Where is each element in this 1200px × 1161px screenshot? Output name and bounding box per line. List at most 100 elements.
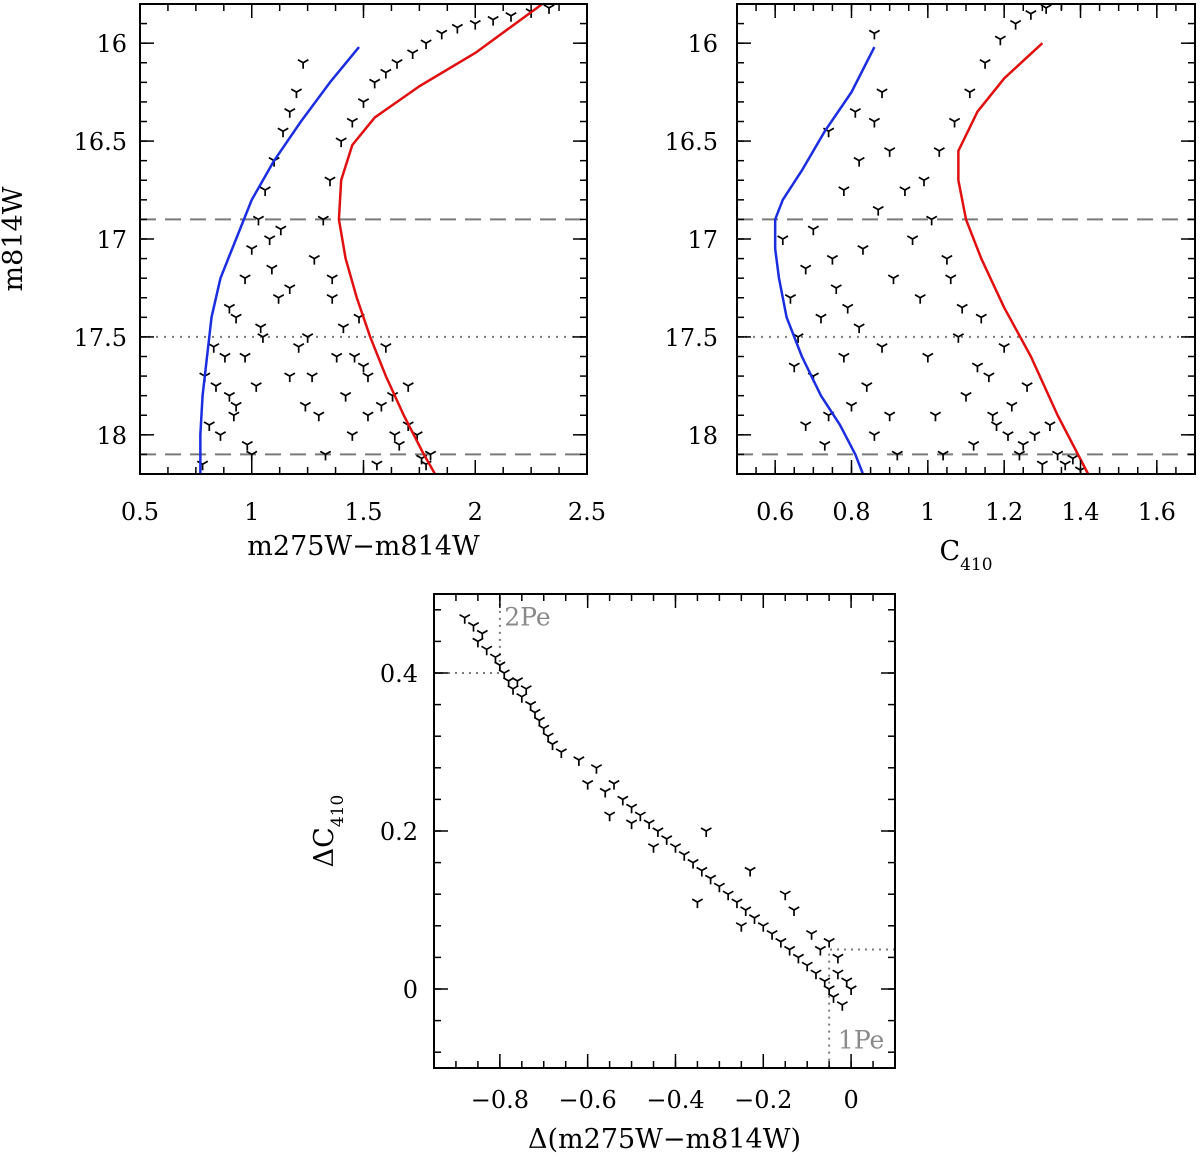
data-point xyxy=(696,866,708,877)
data-point xyxy=(275,225,287,236)
y-tick-label: 17.5 xyxy=(665,324,718,352)
panel-right-c410: 0.6 0.8 1 1.2 1.4 1.6 16 16.5 17 17.5 18 C410 xyxy=(665,3,1196,575)
data-point xyxy=(922,352,934,363)
data-point xyxy=(590,764,603,774)
data-point xyxy=(643,819,655,830)
data-point xyxy=(337,323,350,334)
data-point xyxy=(481,645,493,656)
x-tick-label: 0 xyxy=(843,1086,858,1114)
data-point xyxy=(257,333,269,343)
y-tick-label: 0.4 xyxy=(380,660,418,688)
data-point xyxy=(691,898,704,909)
x-axis-label-subscript: 410 xyxy=(960,555,992,575)
data-point xyxy=(284,284,296,294)
data-point xyxy=(255,323,267,334)
data-point xyxy=(788,362,800,373)
y-tick-label: 16 xyxy=(687,30,718,58)
data-point xyxy=(853,323,865,334)
data-point xyxy=(505,12,517,22)
data-point xyxy=(1009,19,1022,30)
data-point xyxy=(933,147,945,157)
data-point xyxy=(239,352,251,363)
data-point xyxy=(284,107,296,118)
data-point xyxy=(290,88,303,99)
x-tick-label: −0.2 xyxy=(734,1086,792,1114)
data-point xyxy=(849,107,861,118)
data-point xyxy=(239,274,251,285)
data-point xyxy=(324,176,336,187)
data-point xyxy=(838,352,850,363)
data-point xyxy=(872,205,884,216)
data-point xyxy=(766,929,778,940)
data-point xyxy=(284,372,296,383)
fiducial-line-blue xyxy=(199,46,360,474)
data-point xyxy=(842,303,854,314)
data-point xyxy=(319,450,332,461)
data-point xyxy=(634,811,646,822)
data-point xyxy=(868,29,881,40)
data-point xyxy=(994,35,1006,46)
data-point xyxy=(357,98,370,108)
y-tick-label: 0.2 xyxy=(380,818,418,846)
data-point xyxy=(246,450,258,461)
data-point xyxy=(520,685,532,695)
data-point xyxy=(722,890,734,901)
x-tick-label: −0.8 xyxy=(471,1086,529,1114)
y-tick-label: 17 xyxy=(96,226,127,254)
data-point xyxy=(678,850,690,861)
data-point xyxy=(1021,382,1033,392)
y-axis-label: ΔC410 xyxy=(309,795,348,868)
data-point xyxy=(214,431,227,441)
data-point xyxy=(960,391,972,402)
data-point xyxy=(956,303,968,314)
y-tick-label: 16 xyxy=(96,30,127,58)
data-point xyxy=(810,969,822,980)
data-point xyxy=(301,333,314,343)
data-point xyxy=(317,215,329,226)
data-point xyxy=(952,333,965,343)
data-point xyxy=(784,294,797,304)
data-point xyxy=(1002,431,1014,441)
data-point xyxy=(362,372,374,383)
y-tick-label: 0 xyxy=(403,976,418,1004)
data-point xyxy=(926,215,938,226)
data-point xyxy=(845,985,857,995)
data-point xyxy=(263,235,276,245)
data-point xyxy=(402,382,414,392)
data-point xyxy=(998,342,1010,353)
data-point xyxy=(203,421,215,432)
region-1pe-boundary xyxy=(828,948,895,1068)
data-point xyxy=(582,779,594,790)
data-point xyxy=(814,945,827,956)
data-point xyxy=(937,450,949,461)
x-tick-label: 1 xyxy=(920,498,935,526)
data-point xyxy=(603,811,616,822)
data-point xyxy=(339,391,352,402)
data-point xyxy=(1017,440,1029,451)
fiducial-line-blue xyxy=(773,46,876,474)
data-point xyxy=(393,440,405,451)
data-point xyxy=(661,835,673,845)
data-point xyxy=(775,937,787,948)
data-point xyxy=(1006,401,1018,412)
data-point xyxy=(436,29,448,40)
data-point xyxy=(731,898,743,909)
data-point xyxy=(887,274,900,285)
data-point xyxy=(945,274,957,285)
data-point xyxy=(807,225,819,236)
data-point xyxy=(625,819,638,830)
plot-frame xyxy=(433,593,896,1069)
panel-left-cmd: 0.5 1 1.5 2 2.5 16 16.5 17 17.5 18 m275W−m814W m814… xyxy=(0,3,606,562)
data-point xyxy=(371,460,383,471)
data-point xyxy=(836,1001,848,1011)
x-tick-label: 2 xyxy=(468,498,483,526)
data-point xyxy=(990,421,1003,432)
data-point xyxy=(647,843,660,853)
data-point xyxy=(971,362,984,373)
data-point xyxy=(983,372,995,383)
data-point xyxy=(918,176,930,187)
data-point xyxy=(792,953,805,964)
data-point xyxy=(326,294,338,304)
plot-frame xyxy=(736,3,1196,475)
data-point xyxy=(297,59,309,69)
